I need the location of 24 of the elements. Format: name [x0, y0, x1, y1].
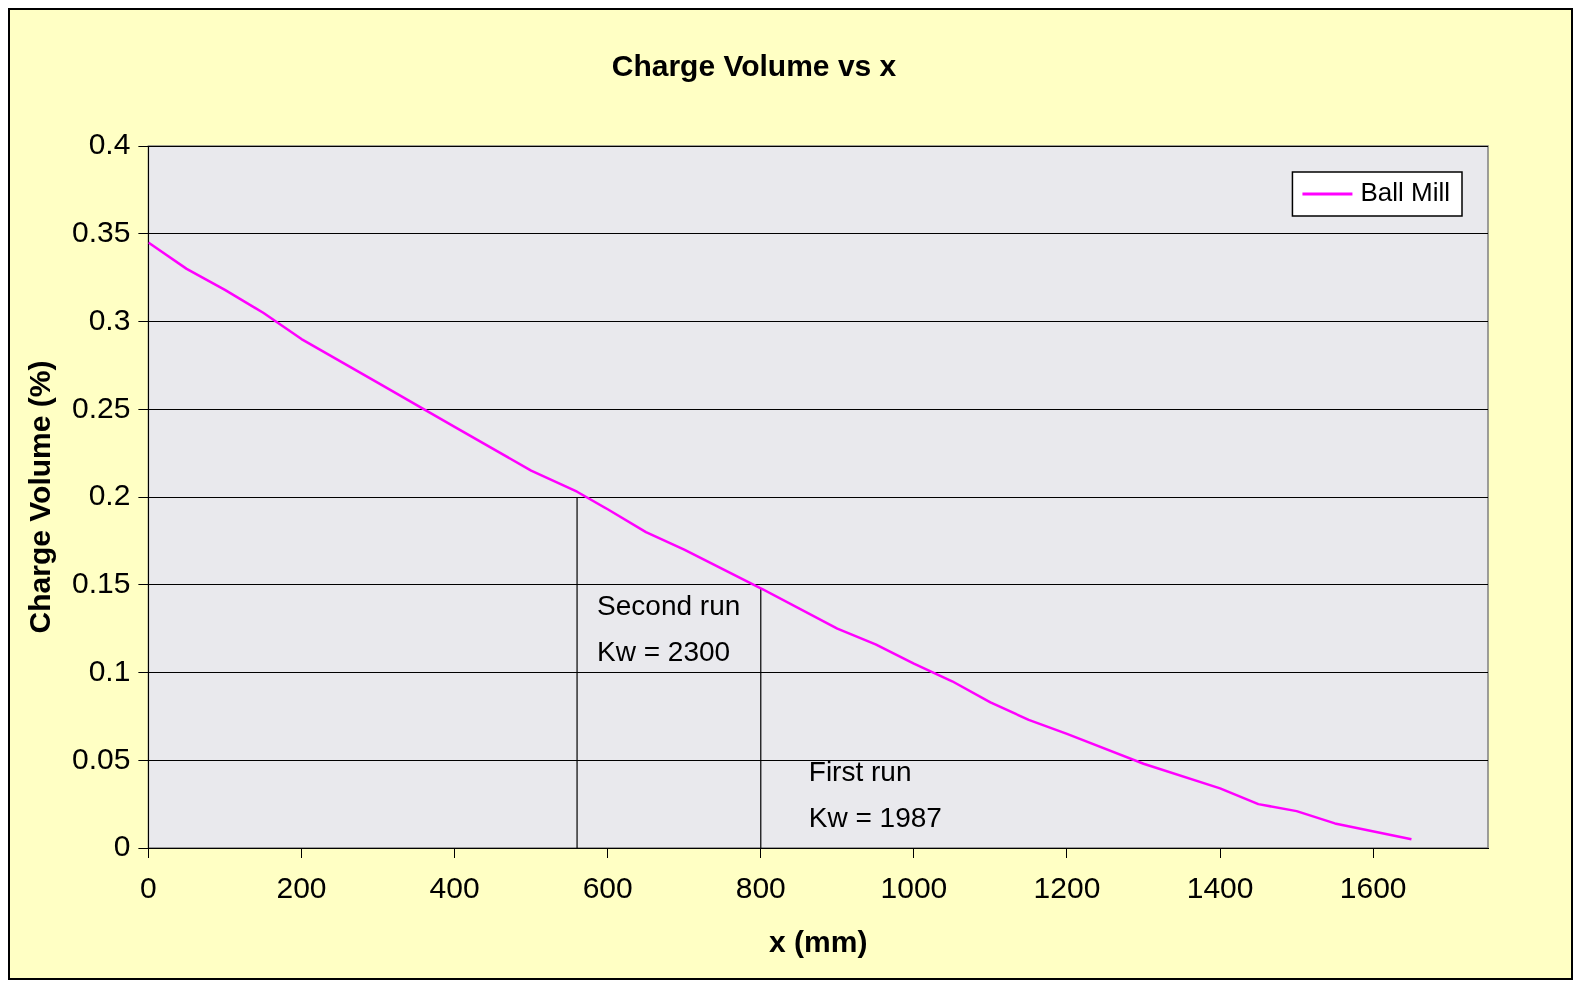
annotation: First run Kw = 1987 — [808, 755, 942, 833]
y-axis-title: Charge Volume (%) — [23, 360, 57, 634]
x-tick-label: 400 — [429, 871, 480, 905]
y-tick-label: 0.35 — [72, 215, 131, 249]
y-tick-label: 0.05 — [72, 741, 131, 775]
y-tick-label: 0.2 — [88, 478, 131, 512]
y-tick-label: 0.1 — [88, 653, 131, 687]
legend-label: Ball Mill — [1360, 177, 1451, 208]
x-tick-label: 1000 — [880, 871, 948, 905]
x-tick-label: 0 — [140, 871, 157, 905]
chart-title: Charge Volume vs x — [611, 49, 897, 83]
x-tick-label: 600 — [582, 871, 633, 905]
y-tick-label: 0.15 — [72, 566, 131, 600]
x-tick-label: 1600 — [1339, 871, 1407, 905]
x-tick-label: 200 — [276, 871, 327, 905]
y-tick-label: 0 — [113, 829, 131, 863]
y-tick-label: 0.3 — [88, 302, 131, 336]
y-tick-label: 0.4 — [88, 127, 131, 161]
annotation: Second run Kw = 2300 — [597, 590, 741, 668]
x-tick-label: 1400 — [1186, 871, 1254, 905]
x-tick-label: 800 — [735, 871, 786, 905]
x-tick-label: 1200 — [1033, 871, 1101, 905]
y-tick-label: 0.25 — [72, 390, 131, 424]
x-axis-title: x (mm) — [769, 925, 868, 959]
